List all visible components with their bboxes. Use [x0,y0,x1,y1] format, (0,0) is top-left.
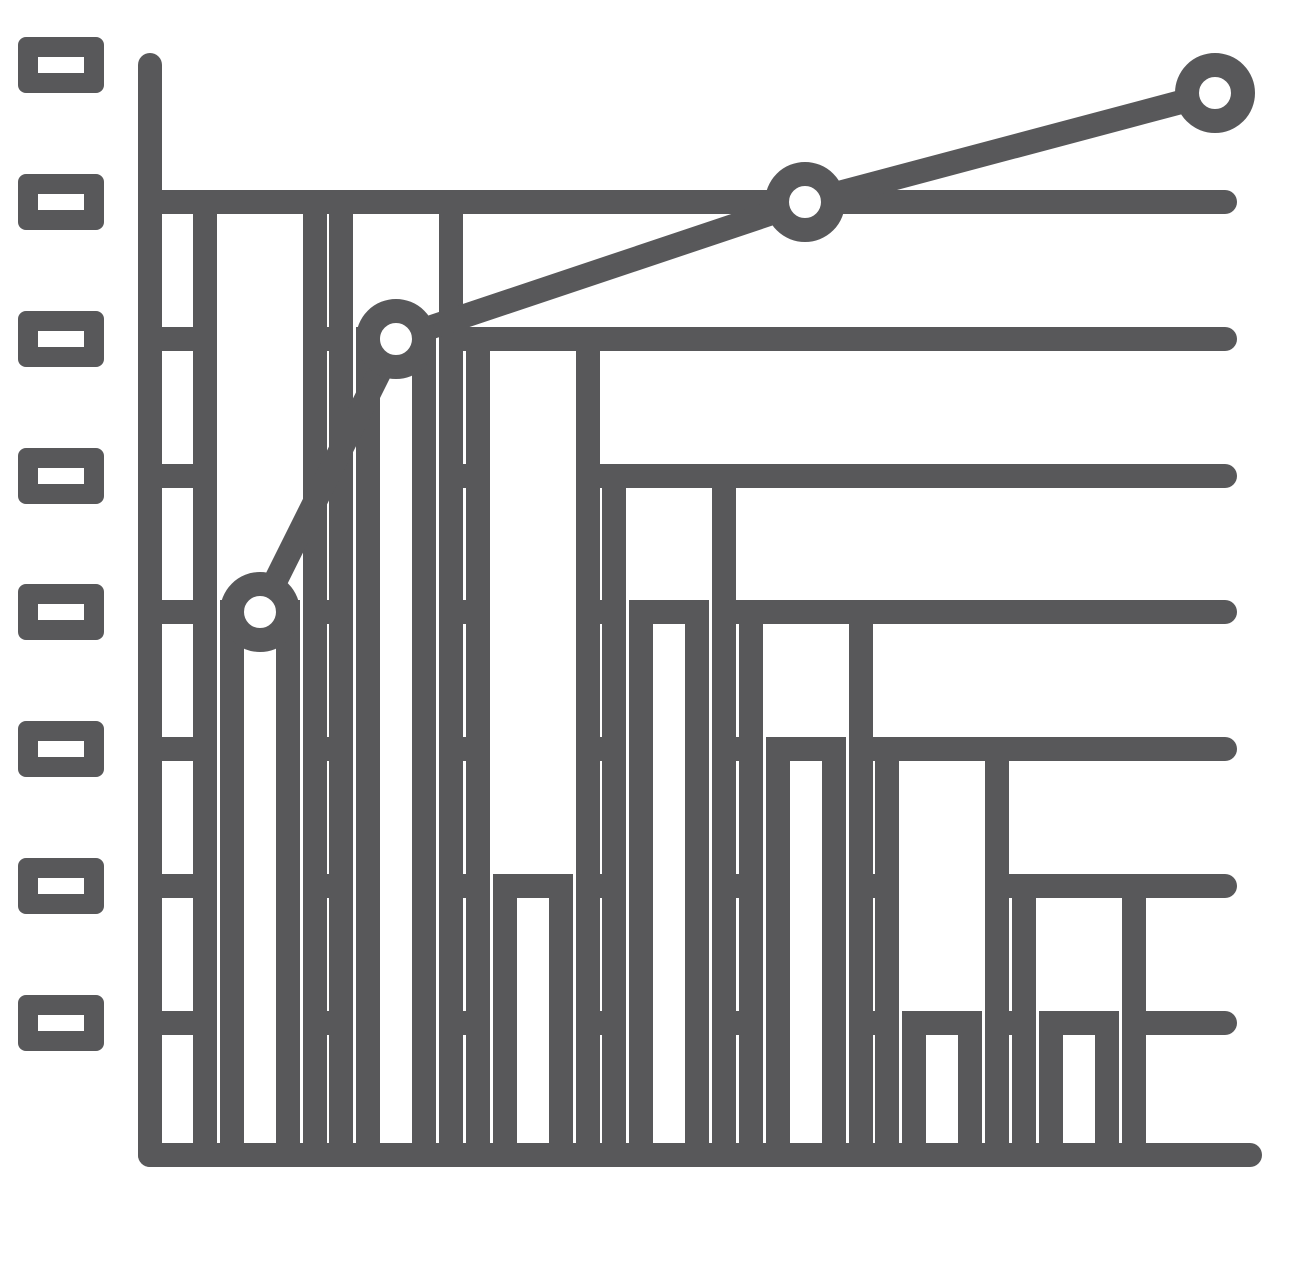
pareto-chart-icon [0,0,1300,1269]
